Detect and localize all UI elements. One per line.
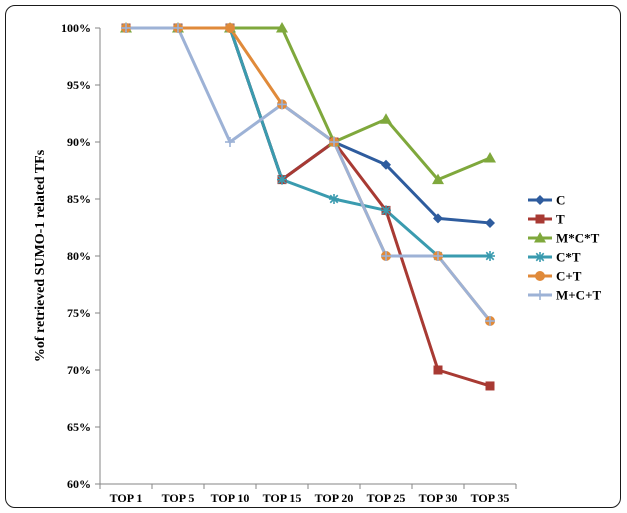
legend-item-cxt: C*T [528, 250, 581, 265]
data-point-mpcpt [173, 23, 183, 33]
legend-marker [535, 290, 545, 300]
data-point-mpcpt [329, 137, 339, 147]
x-tick-label: TOP 10 [211, 491, 250, 505]
axes [95, 27, 517, 489]
y-tick-label: 85% [67, 192, 91, 206]
x-tick-label: TOP 20 [315, 491, 354, 505]
legend-marker [534, 232, 546, 243]
legend-item-mxcxt: M*C*T [528, 231, 600, 246]
data-point-mpcpt [225, 137, 235, 147]
y-tick-label: 75% [67, 306, 91, 320]
data-point-mpcpt [485, 315, 495, 326]
legend-label: T [556, 212, 565, 227]
legend-item-cpt: C+T [528, 269, 582, 284]
series-lines [126, 26, 492, 388]
series-line-c [126, 26, 491, 225]
x-tick-label: TOP 1 [110, 491, 143, 505]
legend-item-t: T [528, 212, 565, 227]
y-tick-label: 90% [67, 135, 91, 149]
data-point-cpt [225, 23, 235, 33]
y-tick-label: 80% [67, 249, 91, 263]
series-line-cxt [126, 26, 490, 258]
data-point-mpcpt [121, 23, 131, 33]
y-tick-label: 100% [61, 21, 91, 35]
y-tick-label: 70% [67, 363, 91, 377]
data-point-mpcpt [381, 251, 391, 261]
legend: CT M*C*T C*T C+T M+C+T [528, 193, 601, 303]
legend-item-c: C [528, 193, 565, 208]
data-point-mxcxt [484, 151, 496, 163]
data-point-mxcxt [432, 173, 444, 185]
data-point-t [485, 381, 495, 391]
data-point-cxt [381, 205, 391, 216]
series-line-mpcpt [126, 26, 492, 322]
data-point-cxt [277, 174, 287, 185]
x-tick-label: TOP 25 [367, 491, 406, 505]
legend-item-mpcpt: M+C+T [528, 288, 601, 303]
series-markers [120, 22, 496, 391]
legend-label: C*T [556, 250, 581, 265]
data-point-cxt [329, 194, 339, 204]
legend-label: C+T [556, 269, 582, 284]
legend-label: M*C*T [556, 231, 600, 246]
legend-label: C [556, 193, 565, 208]
y-tick-labels: 60% 65% 70% 75% 80% 85% 90% 95% 100% [61, 21, 91, 491]
series-line-mxcxt [126, 26, 491, 182]
data-point-mxcxt [276, 22, 288, 33]
y-tick-label: 65% [67, 420, 91, 434]
x-tick-labels: TOP 1 TOP 5 TOP 10 TOP 15 TOP 20 TOP 25 TOP 30… [110, 491, 510, 505]
legend-marker [535, 214, 545, 224]
legend-marker [535, 271, 545, 281]
legend-marker [535, 195, 545, 205]
legend-marker [535, 252, 545, 262]
y-tick-label: 95% [67, 78, 91, 92]
data-point-cxt [485, 251, 495, 261]
data-point-t [433, 365, 443, 375]
x-tick-label: TOP 5 [162, 491, 195, 505]
x-tick-label: TOP 30 [419, 491, 458, 505]
data-point-c [485, 217, 495, 228]
x-tick-label: TOP 15 [263, 491, 302, 505]
data-point-mpcpt [433, 251, 443, 261]
chart-frame [5, 5, 621, 508]
data-point-c [381, 159, 391, 170]
data-point-mxcxt [380, 113, 392, 124]
y-tick-label: 60% [67, 477, 91, 491]
data-point-c [433, 213, 443, 224]
y-axis-label: %of retrieved SUMO-1 related TFs [33, 149, 48, 362]
legend-label: M+C+T [556, 288, 601, 303]
x-tick-label: TOP 35 [471, 491, 510, 505]
data-point-mpcpt [277, 99, 287, 110]
